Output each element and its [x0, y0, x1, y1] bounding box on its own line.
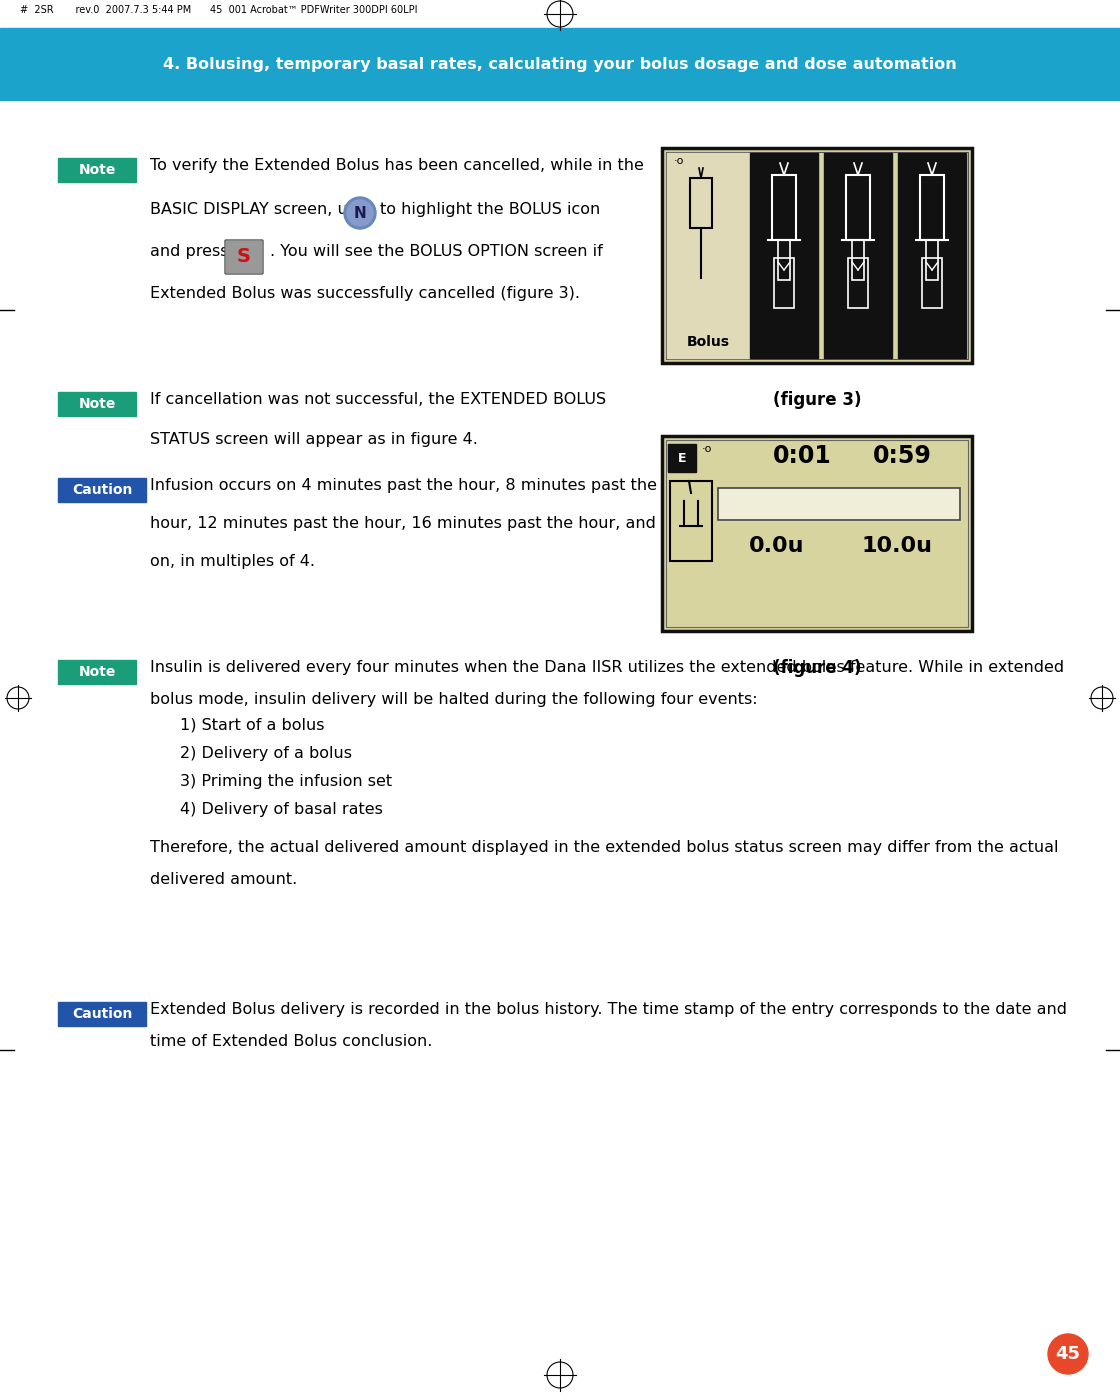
Text: 0:01: 0:01	[773, 445, 831, 468]
Text: 0.0u: 0.0u	[749, 535, 805, 556]
Circle shape	[1048, 1334, 1088, 1374]
Text: N: N	[354, 206, 366, 221]
Text: delivered amount.: delivered amount.	[150, 872, 297, 886]
Text: Note: Note	[78, 665, 115, 679]
Bar	[778, 240, 790, 280]
Bar	[774, 259, 794, 308]
Bar	[690, 178, 712, 228]
Bar	[750, 152, 818, 358]
Text: 45: 45	[1055, 1345, 1081, 1363]
Text: If cancellation was not successful, the EXTENDED BOLUS: If cancellation was not successful, the …	[150, 391, 606, 407]
Text: ·o: ·o	[674, 157, 684, 166]
Text: STATUS screen will appear as in figure 4.: STATUS screen will appear as in figure 4…	[150, 432, 478, 447]
Text: To verify the Extended Bolus has been cancelled, while in the: To verify the Extended Bolus has been ca…	[150, 158, 644, 173]
Text: 4. Bolusing, temporary basal rates, calculating your bolus dosage and dose autom: 4. Bolusing, temporary basal rates, calc…	[164, 56, 956, 71]
Text: ·o: ·o	[702, 445, 712, 454]
Text: Note: Note	[78, 164, 115, 178]
Text: 3) Priming the infusion set: 3) Priming the infusion set	[180, 774, 392, 788]
Text: Therefore, the actual delivered amount displayed in the extended bolus status sc: Therefore, the actual delivered amount d…	[150, 840, 1058, 856]
Text: Extended Bolus was successfully cancelled (figure 3).: Extended Bolus was successfully cancelle…	[150, 287, 580, 301]
Text: Bolus: Bolus	[687, 336, 729, 350]
Text: 2) Delivery of a bolus: 2) Delivery of a bolus	[180, 747, 352, 761]
Text: time of Extended Bolus conclusion.: time of Extended Bolus conclusion.	[150, 1035, 432, 1048]
Bar	[58, 391, 136, 417]
Bar	[848, 259, 868, 308]
Text: S: S	[237, 247, 251, 267]
Text: and press: and press	[150, 245, 228, 259]
Bar	[670, 481, 712, 561]
Bar	[668, 152, 749, 358]
Text: Insulin is delivered every four minutes when the Dana IISR utilizes the extended: Insulin is delivered every four minutes …	[150, 660, 1064, 675]
Bar	[772, 175, 796, 240]
Text: on, in multiples of 4.: on, in multiples of 4.	[150, 554, 315, 569]
Bar	[852, 240, 864, 280]
Text: bolus mode, insulin delivery will be halted during the following four events:: bolus mode, insulin delivery will be hal…	[150, 692, 757, 707]
Circle shape	[347, 200, 373, 226]
Bar	[926, 240, 939, 280]
Bar	[718, 488, 960, 520]
Text: 0:59: 0:59	[872, 445, 932, 468]
FancyBboxPatch shape	[226, 240, 262, 273]
Bar	[898, 152, 965, 358]
Bar	[666, 152, 968, 359]
Text: . You will see the BOLUS OPTION screen if: . You will see the BOLUS OPTION screen i…	[270, 245, 603, 259]
Text: Extended Bolus delivery is recorded in the bolus history. The time stamp of the : Extended Bolus delivery is recorded in t…	[150, 1002, 1067, 1016]
Bar	[58, 1002, 146, 1026]
Bar	[58, 660, 136, 684]
Bar	[662, 148, 972, 363]
Text: E: E	[678, 452, 687, 464]
Bar	[920, 175, 944, 240]
FancyBboxPatch shape	[225, 240, 263, 274]
Bar	[668, 445, 696, 473]
Text: Infusion occurs on 4 minutes past the hour, 8 minutes past the: Infusion occurs on 4 minutes past the ho…	[150, 478, 657, 493]
Bar	[662, 436, 972, 630]
Bar	[922, 259, 942, 308]
Bar	[58, 158, 136, 182]
Text: to highlight the BOLUS icon: to highlight the BOLUS icon	[380, 201, 600, 217]
Text: #  2SR       rev.0  2007.7.3 5:44 PM      45  001 Acrobat™ PDFWriter 300DPI 60LP: # 2SR rev.0 2007.7.3 5:44 PM 45 001 Acro…	[20, 6, 418, 15]
Bar	[666, 440, 968, 626]
Bar	[846, 175, 870, 240]
Bar	[0, 0, 1120, 28]
Text: 10.0u: 10.0u	[861, 535, 933, 556]
Bar	[58, 478, 146, 502]
Text: Caution: Caution	[72, 482, 132, 498]
Bar	[662, 436, 972, 630]
Circle shape	[344, 197, 376, 229]
Text: (figure 3): (figure 3)	[773, 391, 861, 410]
Text: BASIC DISPLAY screen, use: BASIC DISPLAY screen, use	[150, 201, 366, 217]
Bar	[662, 148, 972, 363]
Text: Note: Note	[78, 397, 115, 411]
Text: (figure 4): (figure 4)	[773, 658, 861, 677]
Text: 4) Delivery of basal rates: 4) Delivery of basal rates	[180, 802, 383, 816]
Bar	[0, 28, 1120, 101]
Text: hour, 12 minutes past the hour, 16 minutes past the hour, and so: hour, 12 minutes past the hour, 16 minut…	[150, 516, 679, 531]
Bar	[824, 152, 892, 358]
Text: 1) Start of a bolus: 1) Start of a bolus	[180, 719, 325, 733]
Bar	[718, 488, 960, 520]
Text: Caution: Caution	[72, 1007, 132, 1021]
